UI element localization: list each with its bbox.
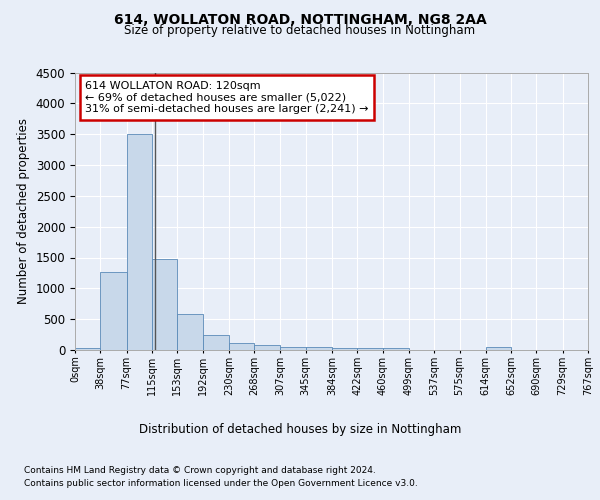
Bar	[306, 347, 332, 350]
Bar	[332, 348, 357, 350]
Bar	[357, 348, 383, 350]
Bar	[203, 335, 229, 350]
Text: Size of property relative to detached houses in Nottingham: Size of property relative to detached ho…	[124, 24, 476, 37]
Bar	[152, 258, 178, 350]
Bar	[280, 346, 306, 350]
Text: Contains public sector information licensed under the Open Government Licence v3: Contains public sector information licen…	[24, 479, 418, 488]
Text: Distribution of detached houses by size in Nottingham: Distribution of detached houses by size …	[139, 422, 461, 436]
Bar	[178, 314, 203, 350]
Bar	[229, 343, 254, 350]
Y-axis label: Number of detached properties: Number of detached properties	[17, 118, 30, 304]
Text: 614, WOLLATON ROAD, NOTTINGHAM, NG8 2AA: 614, WOLLATON ROAD, NOTTINGHAM, NG8 2AA	[113, 12, 487, 26]
Bar	[100, 272, 127, 350]
Text: Contains HM Land Registry data © Crown copyright and database right 2024.: Contains HM Land Registry data © Crown c…	[24, 466, 376, 475]
Bar	[383, 348, 409, 350]
Bar	[75, 348, 100, 350]
Bar	[254, 345, 280, 350]
Text: 614 WOLLATON ROAD: 120sqm
← 69% of detached houses are smaller (5,022)
31% of se: 614 WOLLATON ROAD: 120sqm ← 69% of detac…	[85, 81, 369, 114]
Bar	[485, 347, 511, 350]
Bar	[127, 134, 152, 350]
